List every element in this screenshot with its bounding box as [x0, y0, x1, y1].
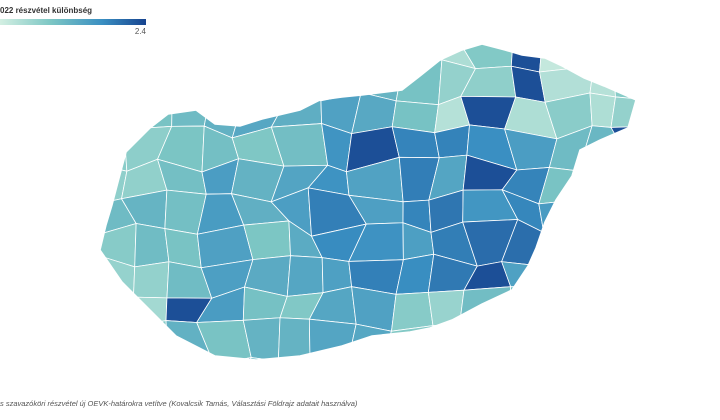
district: [206, 74, 249, 102]
legend-scale: [0, 19, 146, 25]
district: [459, 323, 519, 360]
district: [171, 97, 210, 127]
district: [134, 223, 170, 268]
district: [427, 289, 465, 327]
district: [100, 66, 129, 107]
district: [581, 44, 629, 67]
district: [307, 355, 357, 360]
district: [100, 292, 134, 329]
district: [100, 327, 129, 360]
district: [100, 129, 128, 172]
district: [320, 58, 366, 102]
district: [382, 353, 434, 360]
district: [308, 318, 357, 360]
district: [584, 198, 633, 226]
district: [509, 324, 546, 360]
district: [621, 348, 636, 360]
district: [616, 257, 636, 290]
district: [542, 224, 593, 267]
district: [577, 356, 625, 360]
district: [100, 44, 125, 73]
district: [247, 44, 282, 77]
district: [535, 286, 595, 329]
district: [574, 288, 620, 327]
district: [118, 44, 174, 76]
district: [391, 291, 434, 332]
district: [544, 347, 580, 360]
district: [539, 44, 595, 73]
district: [422, 323, 473, 360]
district: [100, 101, 129, 133]
district: [286, 255, 324, 297]
district: [578, 319, 625, 360]
district: [242, 69, 289, 102]
district: [499, 347, 554, 360]
district: [126, 296, 168, 329]
district: [318, 44, 366, 67]
district: [613, 44, 636, 69]
district: [172, 44, 210, 76]
district: [237, 357, 282, 360]
district: [422, 359, 473, 360]
district: [352, 44, 402, 75]
district: [242, 317, 281, 360]
district: [213, 357, 252, 360]
district: [346, 353, 402, 360]
district: [509, 286, 554, 329]
district: [610, 96, 636, 128]
district: [123, 96, 173, 130]
district: [280, 65, 330, 102]
district: [579, 219, 632, 265]
district: [510, 44, 543, 73]
district: [126, 320, 168, 360]
district: [277, 355, 311, 360]
district: [279, 44, 330, 71]
district: [100, 348, 129, 360]
district: [538, 198, 593, 233]
district: [623, 190, 636, 232]
district: [196, 319, 252, 360]
district: [270, 96, 323, 128]
district: [459, 286, 512, 326]
district: [124, 347, 168, 360]
district: [613, 66, 636, 101]
district: [133, 261, 170, 299]
district: [100, 160, 128, 206]
district: [621, 219, 636, 265]
district: [574, 254, 623, 295]
district-layer: [100, 44, 636, 360]
district: [463, 358, 519, 360]
district: [578, 160, 631, 205]
district: [535, 325, 595, 360]
source-note: s szavazóköri részvétel új OEVK-határokr…: [0, 399, 358, 408]
district: [623, 156, 636, 206]
district: [118, 71, 174, 107]
legend-title: 022 részvétel különbség: [0, 6, 92, 15]
district: [618, 319, 636, 358]
district: [206, 44, 252, 77]
district: [164, 347, 215, 360]
district: [501, 261, 554, 288]
district: [395, 59, 443, 106]
district: [616, 282, 636, 325]
district: [171, 74, 210, 100]
legend-max-label: 2.4: [135, 27, 147, 36]
district: [542, 254, 581, 295]
